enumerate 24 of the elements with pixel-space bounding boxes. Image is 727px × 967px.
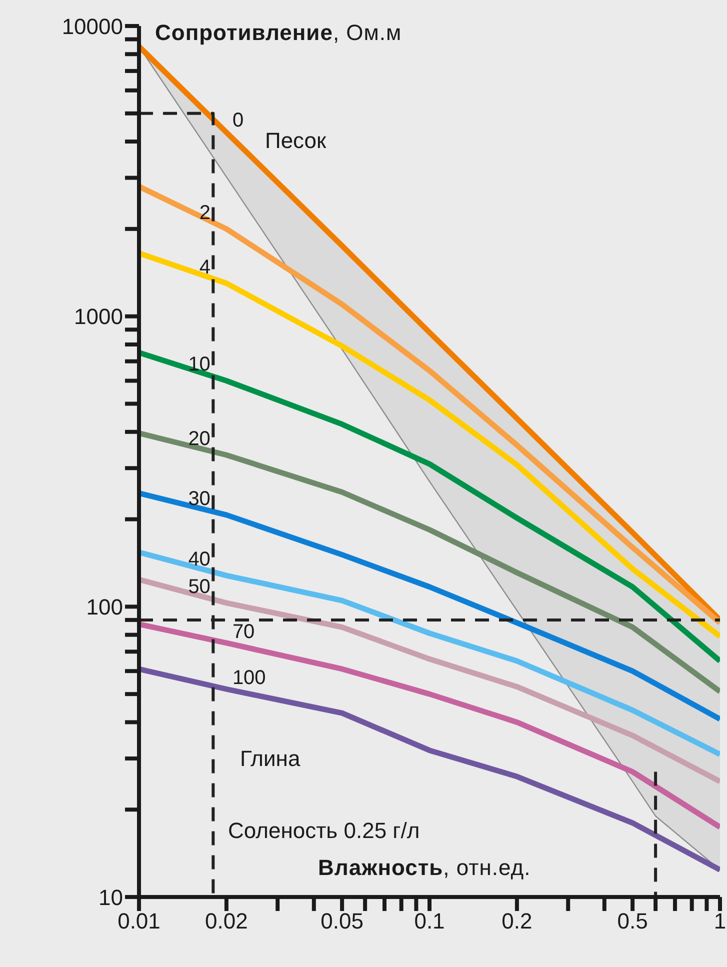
- y-tick-label: 10: [98, 884, 123, 910]
- x-tick-label: 0.01: [118, 908, 160, 934]
- series-label: 20: [188, 428, 210, 450]
- y-tick-label: 100: [86, 594, 123, 620]
- annotation: Соленость 0.25 г/л: [228, 818, 420, 844]
- series-label: 70: [232, 620, 255, 643]
- x-axis-title: Влажность, отн.ед.: [318, 855, 531, 880]
- series-label: 0: [232, 109, 244, 132]
- x-tick-label: 1: [714, 908, 726, 934]
- y-tick-label: 1000: [74, 304, 123, 330]
- series-label: 4: [199, 256, 210, 278]
- x-tick-label: 0.2: [502, 908, 532, 934]
- series-label: 100: [232, 667, 266, 690]
- x-tick-label: 0.02: [205, 908, 248, 934]
- y-axis-title: Сопротивление, Ом.м: [155, 20, 402, 45]
- annotation: Глина: [240, 746, 300, 772]
- series-label: 50: [188, 576, 210, 598]
- y-tick-label: 10000: [62, 14, 123, 39]
- series-label: 30: [188, 488, 210, 510]
- annotation: Песок: [265, 128, 326, 154]
- x-tick-label: 0.05: [320, 908, 364, 934]
- series-label: 40: [188, 548, 210, 571]
- x-tick-label: 0.1: [414, 908, 445, 934]
- x-tick-label: 0.5: [617, 908, 648, 934]
